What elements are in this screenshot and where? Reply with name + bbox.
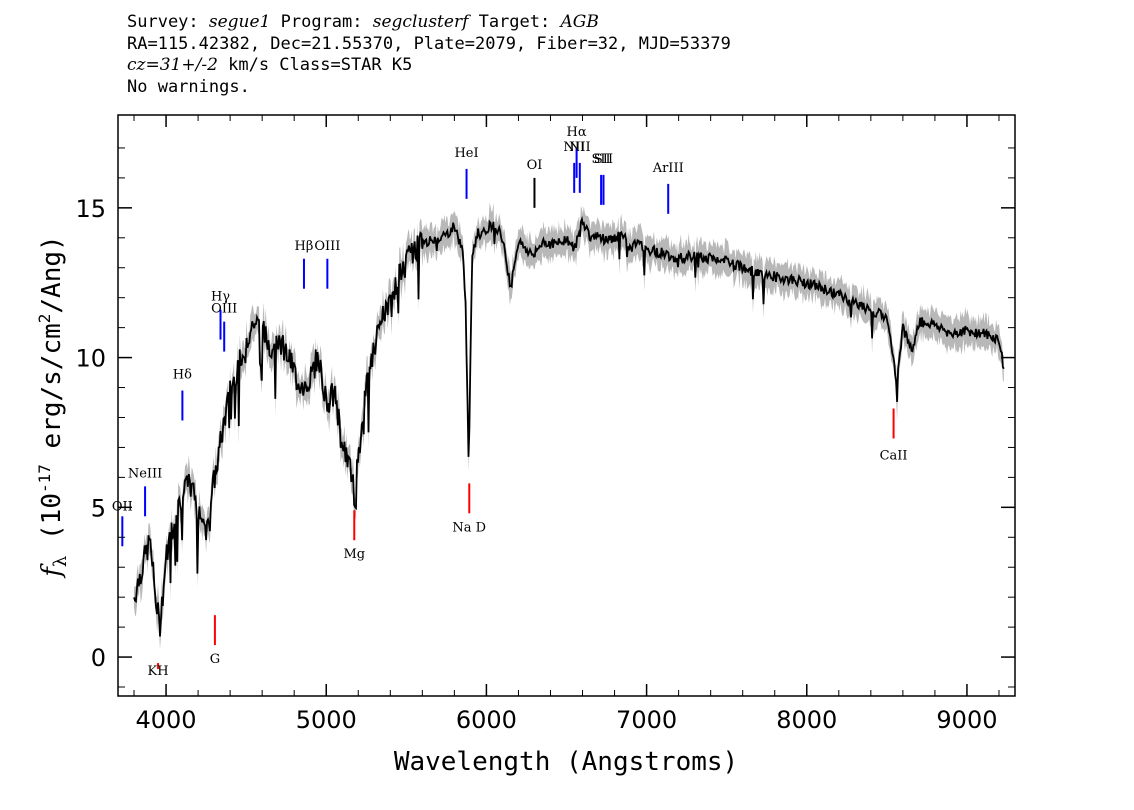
y-tick-label: 10 [75,345,106,373]
plot-frame [117,114,1016,697]
y-axis-title: fλ (10-17 erg/s/cm2/Ang) [35,235,71,578]
x-tick-label: 8000 [776,706,837,734]
marker-label-15: Hα [567,125,587,140]
spectrum-header: Survey: segue1 Program: segclusterf Targ… [127,12,731,98]
y-axis-units-close: /Ang) [37,235,67,313]
y-tick-label: 0 [91,644,106,672]
y-axis-sq: 2 [35,314,54,324]
x-axis-title: Wavelength (Angstroms) [394,747,738,777]
marker-label-7: Hδ [173,368,192,383]
x-tick-label: 6000 [456,706,517,734]
y-tick-label: 5 [91,494,106,522]
marker-label-9: OIII [211,302,237,317]
marker-label-4: CaII [880,448,908,463]
marker-label-16: NII [569,140,591,155]
x-tick-label: 9000 [936,706,997,734]
y-tick-label: 15 [75,195,106,223]
x-tick-label: 4000 [136,706,197,734]
marker-label-19: ArIII [652,161,684,176]
error-band [134,202,1004,650]
marker-label-8: Hγ [211,290,230,305]
header-line-warnings: No warnings. [127,76,250,97]
series-layer [133,215,1005,637]
marker-label-10: Hβ [295,239,314,254]
y-axis-units-open: (10 [37,493,67,556]
flux-error-band [134,202,1004,650]
marker-label-17: SII [592,152,611,167]
axis-ticks: 4000 5000 6000 7000 8000 9000 0 5 10 15 [75,115,1015,734]
header-line-coordinates: RA=115.42382, Dec=21.55370, Plate=2079, … [127,33,731,54]
marker-label-2: Mg [343,547,365,562]
flux-series-line [133,215,1005,637]
x-tick-label: 5000 [296,706,357,734]
marker-label-6: NeIII [128,466,162,481]
marker-label-14: NII [563,140,585,155]
header-line-survey: Survey: segue1 Program: segclusterf Targ… [127,12,599,32]
marker-label-13: OI [527,158,543,173]
marker-label-18: SII [594,152,613,167]
y-axis-units-mid: erg/s/cm [37,323,67,464]
marker-label-1: G [210,652,220,667]
y-axis-lambda-subscript: λ [50,556,71,567]
marker-label-11: OIII [314,239,340,254]
marker-label-0: KH [148,664,169,679]
marker-label-3: Na D [452,520,486,535]
y-axis-exponent: -17 [35,464,54,493]
x-tick-label: 7000 [616,706,677,734]
marker-label-12: HeI [454,146,478,161]
header-line-redshift: cz=31+/-2 km/s Class=STAR K5 [127,55,413,75]
